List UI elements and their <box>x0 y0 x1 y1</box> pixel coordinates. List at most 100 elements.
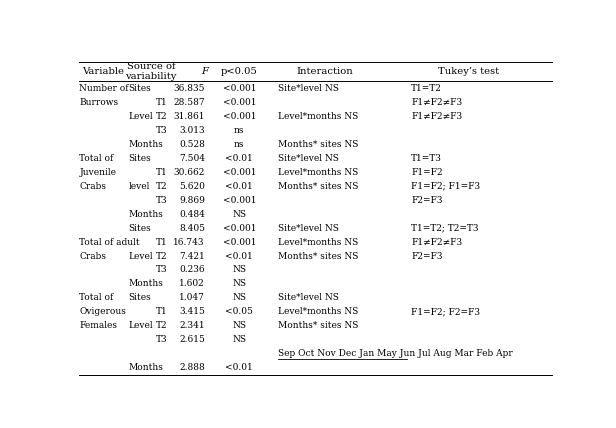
Text: Interaction: Interaction <box>297 67 354 76</box>
Text: Site*level NS: Site*level NS <box>277 83 338 92</box>
Text: 9.869: 9.869 <box>179 196 205 205</box>
Text: 8.405: 8.405 <box>179 223 205 232</box>
Text: 0.236: 0.236 <box>179 265 205 274</box>
Text: 16.743: 16.743 <box>174 238 205 247</box>
Text: T2: T2 <box>156 181 168 190</box>
Text: Level*months NS: Level*months NS <box>277 238 358 247</box>
Text: <0.001: <0.001 <box>222 196 256 205</box>
Text: Level*months NS: Level*months NS <box>277 307 358 316</box>
Text: 0.528: 0.528 <box>179 140 205 149</box>
Text: T1: T1 <box>156 167 168 176</box>
Text: Site*level NS: Site*level NS <box>277 294 338 303</box>
Text: 0.484: 0.484 <box>179 209 205 219</box>
Text: Number of: Number of <box>79 83 129 92</box>
Text: Variable: Variable <box>83 67 124 76</box>
Text: Level*months NS: Level*months NS <box>277 167 358 176</box>
Text: T3: T3 <box>156 196 168 205</box>
Text: Level: Level <box>129 112 153 121</box>
Text: Sites: Sites <box>129 154 152 163</box>
Text: 3.415: 3.415 <box>179 307 205 316</box>
Text: Months* sites NS: Months* sites NS <box>277 252 358 261</box>
Text: Sites: Sites <box>129 83 152 92</box>
Text: 2.341: 2.341 <box>179 321 205 330</box>
Text: F2=F3: F2=F3 <box>411 196 443 205</box>
Text: F2=F3: F2=F3 <box>411 252 443 261</box>
Text: T3: T3 <box>156 125 168 134</box>
Text: Site*level NS: Site*level NS <box>277 154 338 163</box>
Text: <0.01: <0.01 <box>225 154 253 163</box>
Text: Months* sites NS: Months* sites NS <box>277 321 358 330</box>
Text: F1=F2: F1=F2 <box>411 167 443 176</box>
Text: 1.602: 1.602 <box>179 279 205 288</box>
Text: F1≠F2≠F3: F1≠F2≠F3 <box>411 98 462 107</box>
Text: Crabs: Crabs <box>79 181 107 190</box>
Text: <0.001: <0.001 <box>222 112 256 121</box>
Text: Months: Months <box>129 209 163 219</box>
Text: Ovigerous: Ovigerous <box>79 307 126 316</box>
Text: Total of: Total of <box>79 294 113 303</box>
Text: Months* sites NS: Months* sites NS <box>277 181 358 190</box>
Text: T1=T2; T2=T3: T1=T2; T2=T3 <box>411 223 479 232</box>
Text: T3: T3 <box>156 265 168 274</box>
Text: 2.615: 2.615 <box>179 336 205 345</box>
Text: level: level <box>129 181 150 190</box>
Text: Level: Level <box>129 321 153 330</box>
Text: Juvenile: Juvenile <box>79 167 116 176</box>
Text: <0.01: <0.01 <box>225 252 253 261</box>
Text: Months: Months <box>129 363 163 372</box>
Text: 30.662: 30.662 <box>174 167 205 176</box>
Text: Level: Level <box>129 252 153 261</box>
Text: Site*level NS: Site*level NS <box>277 223 338 232</box>
Text: T1: T1 <box>156 238 168 247</box>
Text: Months: Months <box>129 140 163 149</box>
Text: Tukey’s test: Tukey’s test <box>438 67 499 76</box>
Text: NS: NS <box>232 336 246 345</box>
Text: T3: T3 <box>156 336 168 345</box>
Text: 3.013: 3.013 <box>179 125 205 134</box>
Text: Burrows: Burrows <box>79 98 118 107</box>
Text: T1: T1 <box>156 307 168 316</box>
Text: T2: T2 <box>156 252 168 261</box>
Text: Months: Months <box>129 279 163 288</box>
Text: T1: T1 <box>156 98 168 107</box>
Text: 28.587: 28.587 <box>173 98 205 107</box>
Text: <0.001: <0.001 <box>222 98 256 107</box>
Text: T2: T2 <box>156 112 168 121</box>
Text: F1=F2; F2=F3: F1=F2; F2=F3 <box>411 307 480 316</box>
Text: <0.01: <0.01 <box>225 363 253 372</box>
Text: Females: Females <box>79 321 118 330</box>
Text: 5.620: 5.620 <box>179 181 205 190</box>
Text: Total of adult: Total of adult <box>79 238 140 247</box>
Text: T1=T2: T1=T2 <box>411 83 442 92</box>
Text: Level*months NS: Level*months NS <box>277 112 358 121</box>
Text: <0.001: <0.001 <box>222 167 256 176</box>
Text: NS: NS <box>232 279 246 288</box>
Text: p<0.05: p<0.05 <box>221 67 257 76</box>
Text: Months* sites NS: Months* sites NS <box>277 140 358 149</box>
Text: Total of: Total of <box>79 154 113 163</box>
Text: T1=T3: T1=T3 <box>411 154 442 163</box>
Text: Sites: Sites <box>129 223 152 232</box>
Text: NS: NS <box>232 294 246 303</box>
Text: 36.835: 36.835 <box>174 83 205 92</box>
Text: NS: NS <box>232 265 246 274</box>
Text: ns: ns <box>234 125 245 134</box>
Text: <0.001: <0.001 <box>222 83 256 92</box>
Text: Sep Oct Nov Dec Jan May Jun Jul Aug Mar Feb Apr: Sep Oct Nov Dec Jan May Jun Jul Aug Mar … <box>277 350 513 359</box>
Text: 2.888: 2.888 <box>179 363 205 372</box>
Text: F1≠F2≠F3: F1≠F2≠F3 <box>411 112 462 121</box>
Text: Crabs: Crabs <box>79 252 107 261</box>
Text: F1=F2; F1=F3: F1=F2; F1=F3 <box>411 181 480 190</box>
Text: NS: NS <box>232 321 246 330</box>
Text: 7.504: 7.504 <box>179 154 205 163</box>
Text: 1.047: 1.047 <box>179 294 205 303</box>
Text: <0.001: <0.001 <box>222 238 256 247</box>
Text: NS: NS <box>232 209 246 219</box>
Text: <0.01: <0.01 <box>225 181 253 190</box>
Text: F: F <box>201 67 208 76</box>
Text: <0.001: <0.001 <box>222 223 256 232</box>
Text: <0.05: <0.05 <box>225 307 253 316</box>
Text: Source of
variability: Source of variability <box>125 62 177 81</box>
Text: F1≠F2≠F3: F1≠F2≠F3 <box>411 238 462 247</box>
Text: 31.861: 31.861 <box>174 112 205 121</box>
